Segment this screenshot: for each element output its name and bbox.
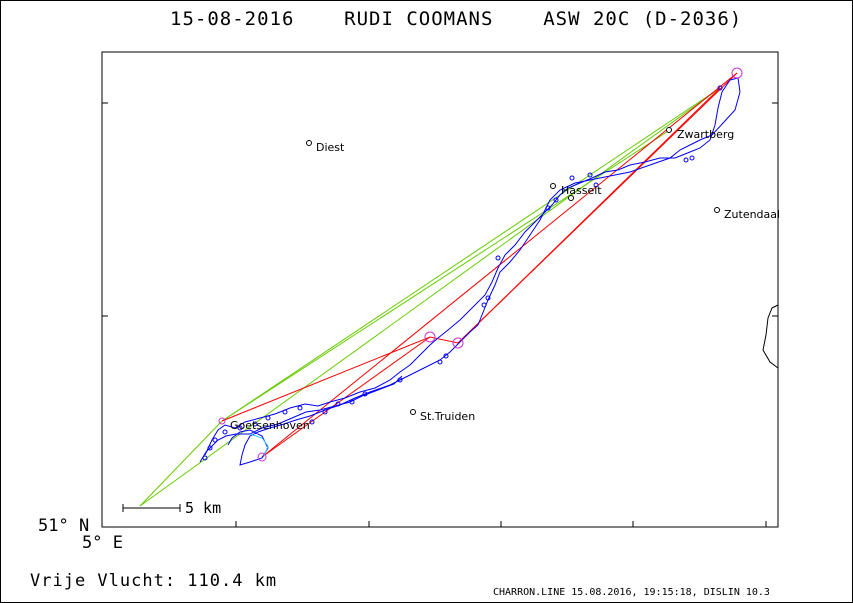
thermal-markers: [202, 85, 723, 461]
flight-title: 15-08-2016 RUDI COOMANS ASW 20C (D-2036): [170, 8, 742, 30]
town-label-hasselt: Hasselt: [561, 184, 602, 197]
scale-label: 5 km: [185, 499, 222, 517]
distance-text: Vrije Vlucht: 110.4 km: [30, 571, 278, 591]
latitude-label: 51° N: [38, 516, 90, 536]
turnpoint-markers: [218, 67, 743, 462]
flight-date: 15-08-2016: [170, 8, 295, 30]
glider-name: ASW 20C (D-2036): [543, 8, 743, 30]
start-lines: [139, 87, 721, 507]
scale-bar: [122, 504, 181, 512]
task-lines: [221, 72, 738, 458]
town-label-zwartberg: Zwartberg: [677, 128, 734, 141]
longitude-label: 5° E: [82, 533, 123, 553]
town-label-zutendaal: Zutendaal: [724, 208, 780, 221]
flight-track: [204, 77, 741, 466]
town-label-st-truiden: St.Truiden: [420, 410, 475, 423]
footer-info: CHARRON.LINE 15.08.2016, 19:15:18, DISLI…: [493, 587, 770, 598]
axis-ticks: [102, 102, 778, 527]
town-label-goetsenhoven: Goetsenhoven: [230, 419, 310, 432]
town-label-diest: Diest: [316, 141, 345, 154]
pilot-name: RUDI COOMANS: [344, 8, 494, 30]
border-line: [762, 304, 779, 369]
track-segment: [249, 433, 269, 457]
map-border: [101, 51, 779, 528]
town-markers: [306, 127, 720, 415]
